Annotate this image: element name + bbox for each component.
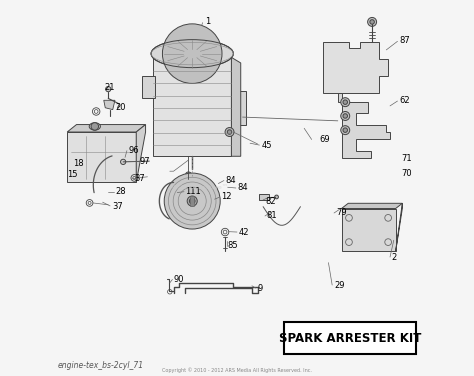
Text: 82: 82	[265, 197, 275, 206]
Text: 18: 18	[73, 159, 83, 168]
Circle shape	[185, 172, 191, 178]
Bar	[283, 322, 416, 354]
Text: 45: 45	[261, 141, 272, 150]
Circle shape	[120, 159, 126, 164]
Text: SPARK ARRESTER KIT: SPARK ARRESTER KIT	[279, 332, 421, 345]
Text: 85: 85	[228, 241, 238, 250]
Text: 69: 69	[319, 135, 330, 144]
Circle shape	[341, 126, 350, 135]
Text: 81: 81	[267, 211, 277, 220]
Bar	[153, 56, 231, 156]
Bar	[259, 194, 269, 200]
Text: 21: 21	[104, 83, 115, 92]
Polygon shape	[67, 124, 146, 132]
Text: 84: 84	[226, 176, 237, 185]
Text: 42: 42	[239, 228, 249, 237]
Polygon shape	[341, 203, 402, 209]
Text: 70: 70	[401, 168, 412, 177]
Text: 15: 15	[67, 170, 78, 179]
Circle shape	[163, 24, 222, 83]
Polygon shape	[396, 203, 402, 252]
Text: 12: 12	[221, 192, 232, 201]
Ellipse shape	[151, 39, 233, 68]
Bar	[191, 196, 194, 206]
Text: 84: 84	[237, 183, 247, 193]
Circle shape	[343, 114, 347, 118]
Circle shape	[187, 196, 197, 206]
Text: 1: 1	[205, 17, 210, 26]
Circle shape	[275, 195, 278, 199]
Circle shape	[341, 112, 350, 120]
Text: Copyright © 2010 - 2012 ARS Media All Rights Reserved. Inc.: Copyright © 2010 - 2012 ARS Media All Ri…	[162, 367, 312, 373]
Polygon shape	[104, 100, 115, 110]
Circle shape	[91, 123, 99, 130]
Text: 79: 79	[336, 208, 346, 217]
Circle shape	[190, 198, 195, 204]
Text: 29: 29	[334, 280, 345, 290]
Bar	[341, 209, 396, 252]
Circle shape	[343, 128, 347, 132]
Circle shape	[343, 100, 347, 105]
Circle shape	[368, 17, 376, 26]
Circle shape	[225, 127, 234, 136]
Text: 20: 20	[116, 103, 126, 112]
Text: 71: 71	[401, 154, 412, 163]
Text: 96: 96	[129, 146, 139, 155]
Circle shape	[106, 86, 111, 92]
Ellipse shape	[89, 123, 100, 130]
Bar	[67, 132, 136, 182]
Text: 90: 90	[173, 275, 184, 284]
Text: engine-tex_bs-2cyl_71: engine-tex_bs-2cyl_71	[58, 361, 144, 370]
Circle shape	[341, 98, 350, 107]
Text: ASSEMBLEestore™: ASSEMBLEestore™	[170, 185, 229, 191]
Circle shape	[164, 173, 220, 229]
Text: 2: 2	[392, 253, 397, 262]
Text: 28: 28	[116, 187, 127, 196]
Polygon shape	[231, 58, 241, 156]
Polygon shape	[323, 42, 388, 93]
Text: 111: 111	[185, 187, 201, 196]
Text: 87: 87	[400, 36, 410, 45]
Text: 9: 9	[257, 284, 263, 293]
Bar	[231, 91, 246, 124]
Polygon shape	[136, 124, 146, 182]
Text: 37: 37	[134, 174, 145, 183]
Polygon shape	[338, 93, 390, 158]
Circle shape	[370, 20, 374, 24]
Circle shape	[228, 130, 232, 134]
Text: 62: 62	[400, 96, 410, 105]
Text: 97: 97	[140, 158, 151, 166]
Bar	[142, 76, 155, 99]
Text: 37: 37	[112, 202, 123, 211]
